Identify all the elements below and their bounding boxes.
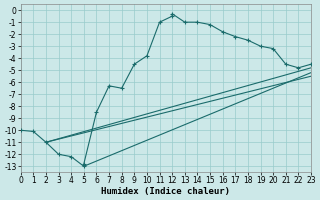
X-axis label: Humidex (Indice chaleur): Humidex (Indice chaleur) — [101, 187, 230, 196]
